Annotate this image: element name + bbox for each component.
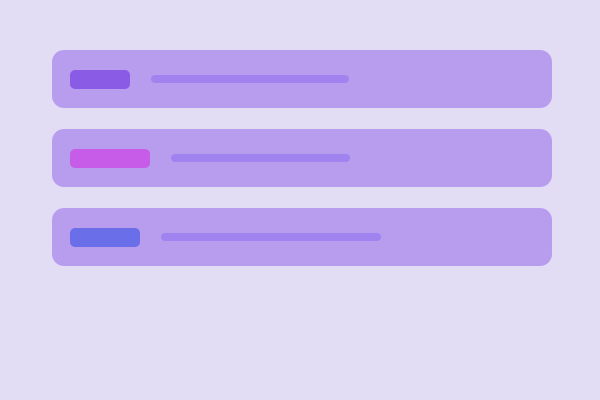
- item-badge: [70, 69, 130, 89]
- item-text-placeholder: [151, 75, 349, 83]
- list-item[interactable]: [52, 50, 552, 108]
- card-list: [52, 50, 552, 266]
- item-badge: [70, 148, 150, 168]
- list-item[interactable]: [52, 208, 552, 266]
- item-text-placeholder: [171, 154, 350, 162]
- item-text-placeholder: [161, 233, 381, 241]
- list-item[interactable]: [52, 129, 552, 187]
- item-badge: [70, 227, 140, 247]
